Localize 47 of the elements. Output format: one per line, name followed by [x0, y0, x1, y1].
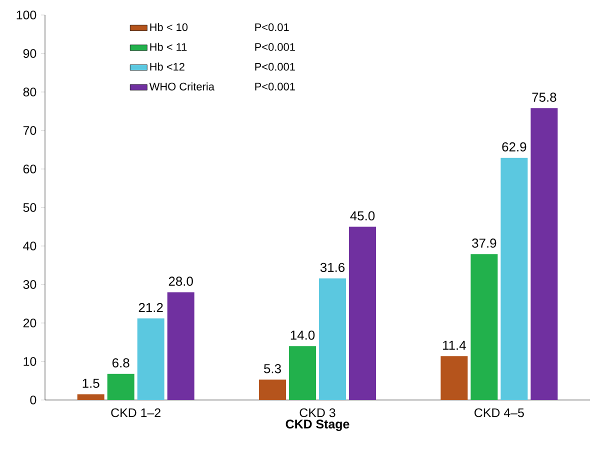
bar	[500, 158, 528, 400]
bar	[77, 394, 104, 400]
data-label: 62.9	[502, 142, 526, 152]
x-axis-title: CKD Stage	[286, 420, 350, 432]
data-label: 37.9	[472, 238, 496, 248]
y-tick-label: 40	[23, 242, 36, 250]
data-label: 14.0	[290, 330, 315, 340]
y-tick-label: 10	[24, 357, 36, 366]
data-label: 5.3	[264, 364, 281, 374]
y-tick-label: 100	[16, 10, 36, 20]
bar	[137, 318, 164, 400]
bar	[319, 278, 346, 400]
legend-label: Hb < 10	[150, 23, 188, 32]
y-tick-label: 80	[23, 88, 36, 96]
y-tick-label: 50	[23, 203, 36, 212]
y-tick-label: 70	[23, 126, 36, 135]
data-label: 75.8	[532, 92, 556, 102]
bar	[289, 346, 316, 400]
y-tick-label: 30	[23, 280, 36, 289]
legend-label: WHO Criteria	[149, 82, 214, 90]
data-label: 11.4	[443, 340, 466, 350]
annotation: P<0.01	[255, 23, 289, 32]
y-tick-label: 20	[23, 318, 36, 328]
annotation: P<0.001	[255, 62, 295, 71]
bar	[440, 356, 468, 400]
bar	[349, 226, 376, 400]
data-label: 28.0	[168, 276, 193, 286]
annotation: P<0.001	[255, 82, 295, 90]
y-tick-label: 60	[23, 164, 36, 174]
data-label: 1.5	[82, 378, 100, 388]
data-label: 31.6	[320, 262, 345, 272]
y-tick-label: 90	[23, 49, 36, 58]
x-tick-label: CKD 3	[300, 408, 336, 418]
bar	[470, 254, 498, 400]
x-tick-label: CKD 4–5	[474, 408, 524, 418]
bar	[167, 292, 194, 400]
annotation: P<0.001	[255, 43, 295, 51]
bar	[530, 108, 558, 400]
legend-label: Hb <12	[150, 62, 184, 71]
y-tick-label: 0	[30, 396, 36, 404]
data-label: 21.2	[138, 302, 163, 312]
x-tick-label: CKD 1–2	[111, 408, 160, 418]
data-label: 45.0	[350, 211, 375, 220]
bar	[107, 374, 134, 400]
bar	[259, 380, 286, 400]
legend-label: Hb < 11	[150, 42, 187, 51]
data-label: 6.8	[112, 358, 130, 368]
